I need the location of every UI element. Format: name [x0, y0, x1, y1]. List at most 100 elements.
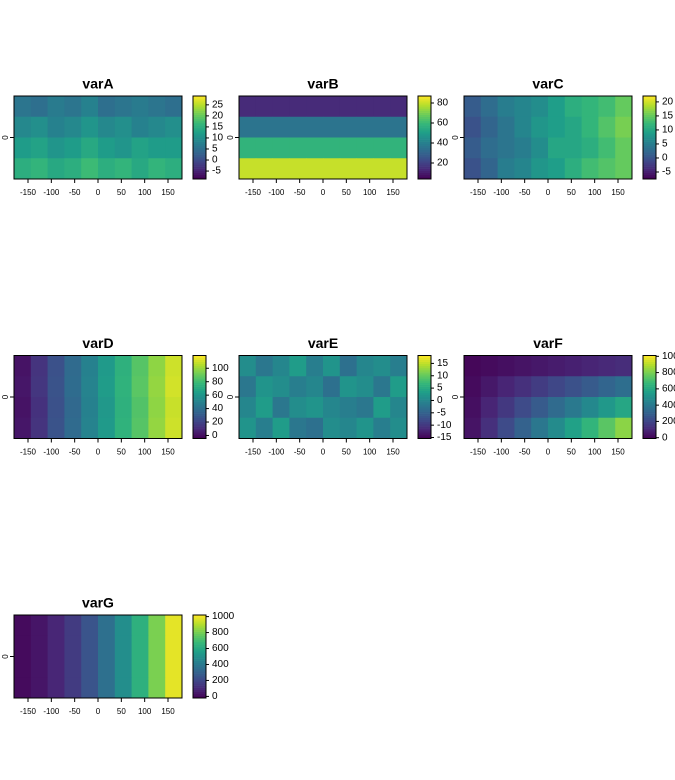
raster-cell — [47, 137, 65, 159]
colorbar-label: 25 — [212, 99, 224, 110]
colorbar-swatch — [418, 147, 431, 151]
colorbar-swatch — [193, 436, 206, 439]
colorbar-label: 20 — [437, 158, 449, 169]
colorbar-swatch — [643, 430, 656, 433]
colorbar-swatch — [418, 374, 431, 377]
raster-cell — [497, 397, 515, 419]
raster-cell — [148, 158, 166, 180]
raster-cell — [148, 397, 166, 419]
colorbar-swatch — [193, 172, 206, 176]
colorbar-swatch — [643, 403, 656, 406]
colorbar-swatch — [643, 399, 656, 402]
raster-cell — [289, 376, 307, 398]
raster-cell — [272, 355, 290, 377]
colorbar-swatch — [193, 367, 206, 371]
colorbar-swatch — [193, 143, 206, 147]
colorbar-label: 0 — [212, 155, 218, 166]
colorbar-swatch — [418, 361, 431, 365]
colorbar-swatch — [193, 668, 206, 672]
colorbar-swatch — [193, 388, 206, 392]
raster-cell — [30, 677, 48, 699]
colorbar-label: 200 — [212, 675, 229, 686]
raster-cell — [514, 417, 532, 439]
raster-cell — [480, 397, 498, 419]
colorbar-swatch — [193, 426, 206, 429]
raster-cell — [497, 96, 515, 118]
x-tick-label: -50 — [519, 188, 531, 197]
colorbar-swatch — [418, 106, 431, 109]
colorbar-swatch — [193, 158, 206, 161]
raster-cell — [148, 96, 166, 118]
colorbar-swatch — [643, 407, 656, 410]
colorbar-swatch — [418, 407, 431, 410]
raster-cell — [14, 376, 32, 398]
colorbar-swatch — [643, 112, 656, 115]
colorbar-swatch — [193, 629, 206, 632]
raster-cell — [356, 376, 374, 398]
colorbar-frame — [417, 95, 432, 180]
raster-cell — [289, 397, 307, 419]
colorbar-swatch — [418, 397, 431, 400]
colorbar-swatch — [418, 154, 431, 157]
colorbar-swatch — [418, 176, 431, 180]
colorbar-swatch — [193, 390, 206, 394]
raster-cell — [548, 397, 566, 419]
colorbar-swatch — [193, 413, 206, 416]
colorbar-swatch — [193, 112, 206, 115]
colorbar-swatch — [193, 100, 206, 103]
raster-cell — [255, 417, 273, 439]
colorbar-label: 10 — [212, 133, 224, 144]
raster-cell — [464, 355, 482, 377]
raster-cell — [390, 96, 408, 118]
colorbar-swatch — [643, 392, 656, 396]
colorbar-swatch — [643, 172, 656, 176]
raster-cell — [114, 96, 132, 118]
colorbar-swatch — [643, 141, 656, 145]
raster-cell — [531, 397, 549, 419]
colorbar-swatch — [193, 637, 206, 641]
raster-cell — [373, 137, 391, 159]
colorbar-frame — [642, 355, 657, 439]
raster-cell — [64, 355, 82, 377]
colorbar-swatch — [643, 152, 656, 155]
x-tick-label: 50 — [117, 188, 126, 197]
panel-title: varG — [82, 595, 114, 611]
colorbar-swatch — [193, 114, 206, 118]
colorbar-swatch — [193, 166, 206, 169]
colorbar-swatch — [418, 355, 431, 358]
raster-cell — [514, 137, 532, 159]
colorbar-swatch — [193, 386, 206, 389]
raster-cell — [480, 355, 498, 377]
colorbar-swatch — [193, 644, 206, 647]
raster-cell — [131, 96, 149, 118]
raster-cell — [148, 635, 166, 657]
raster-cell — [598, 96, 616, 118]
x-tick-label: 0 — [546, 188, 551, 197]
colorbar-swatch — [643, 133, 656, 136]
raster-cell — [480, 137, 498, 159]
raster-cell — [64, 376, 82, 398]
panel-title: varC — [532, 76, 563, 92]
colorbar-swatch — [193, 135, 206, 138]
colorbar-swatch — [418, 116, 431, 120]
colorbar-label: 5 — [437, 383, 443, 394]
colorbar-swatch — [193, 623, 206, 626]
raster-cell — [165, 158, 183, 180]
x-tick-label: 50 — [567, 188, 576, 197]
colorbar-swatch — [418, 380, 431, 383]
raster-cell — [306, 376, 324, 398]
colorbar-swatch — [193, 106, 206, 109]
raster-cell — [356, 397, 374, 419]
colorbar-swatch — [643, 160, 656, 163]
raster-cell — [581, 96, 599, 118]
colorbar-swatch — [418, 158, 431, 161]
raster-cell — [47, 417, 65, 439]
x-tick-label: 100 — [138, 188, 152, 197]
raster-cell — [480, 417, 498, 439]
colorbar-swatch — [193, 683, 206, 686]
colorbar-swatch — [643, 137, 656, 140]
raster-cell — [497, 376, 515, 398]
raster-cell — [581, 137, 599, 159]
raster-cell — [339, 116, 357, 138]
raster-cell — [165, 96, 183, 118]
